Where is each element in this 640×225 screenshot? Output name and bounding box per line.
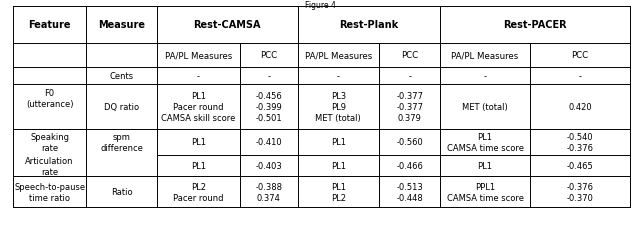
Text: spm
difference: spm difference (100, 133, 143, 152)
Text: PL1
CAMSA time score: PL1 CAMSA time score (447, 133, 524, 152)
Text: -0.388
0.374: -0.388 0.374 (255, 182, 282, 202)
Text: -0.377
-0.377
0.379: -0.377 -0.377 0.379 (396, 92, 423, 122)
Text: PL1: PL1 (331, 138, 346, 147)
Text: PA/PL Measures: PA/PL Measures (451, 51, 519, 60)
Text: DQ ratio: DQ ratio (104, 102, 139, 111)
Text: PL2
Pacer round: PL2 Pacer round (173, 182, 223, 202)
Text: Feature: Feature (28, 20, 71, 30)
Text: -: - (268, 72, 270, 80)
Text: -0.465: -0.465 (567, 162, 593, 170)
Text: Ratio: Ratio (111, 187, 132, 196)
Text: -0.456
-0.399
-0.501: -0.456 -0.399 -0.501 (255, 92, 282, 122)
Text: PL3
PL9
MET (total): PL3 PL9 MET (total) (316, 92, 361, 122)
Text: Rest-Plank: Rest-Plank (339, 20, 399, 30)
Text: Rest-CAMSA: Rest-CAMSA (193, 20, 261, 30)
Text: PL1
Pacer round
CAMSA skill score: PL1 Pacer round CAMSA skill score (161, 92, 236, 122)
Text: PPL1
CAMSA time score: PPL1 CAMSA time score (447, 182, 524, 202)
Text: -: - (484, 72, 486, 80)
Text: -0.376
-0.370: -0.376 -0.370 (566, 182, 594, 202)
Text: Articulation
rate: Articulation rate (26, 156, 74, 176)
Text: PA/PL Measures: PA/PL Measures (305, 51, 372, 60)
Text: PA/PL Measures: PA/PL Measures (164, 51, 232, 60)
Text: Speech-to-pause
time ratio: Speech-to-pause time ratio (14, 182, 85, 202)
Text: -: - (579, 72, 582, 80)
Text: -0.540
-0.376: -0.540 -0.376 (566, 133, 594, 152)
Text: 0.420: 0.420 (568, 102, 592, 111)
Text: MET (total): MET (total) (462, 102, 508, 111)
Text: Rest-PACER: Rest-PACER (504, 20, 567, 30)
Text: Figure 4: Figure 4 (305, 1, 335, 10)
Text: Measure: Measure (98, 20, 145, 30)
Text: -: - (197, 72, 200, 80)
Text: PL1: PL1 (477, 162, 493, 170)
Text: PCC: PCC (260, 51, 277, 60)
Text: -0.560: -0.560 (396, 138, 423, 147)
Text: PL1: PL1 (191, 138, 206, 147)
Text: Cents: Cents (109, 72, 134, 80)
Text: PL1: PL1 (191, 162, 206, 170)
Text: PCC: PCC (401, 51, 418, 60)
Text: Speaking
rate: Speaking rate (30, 133, 69, 152)
Text: PL1
PL2: PL1 PL2 (331, 182, 346, 202)
Text: -: - (337, 72, 340, 80)
Text: -0.410: -0.410 (255, 138, 282, 147)
Text: -0.513
-0.448: -0.513 -0.448 (396, 182, 423, 202)
Text: -0.403: -0.403 (255, 162, 282, 170)
Text: -0.466: -0.466 (396, 162, 423, 170)
Text: F0
(utterance): F0 (utterance) (26, 89, 74, 108)
Text: PL1: PL1 (331, 162, 346, 170)
Text: PCC: PCC (572, 51, 589, 60)
Text: -: - (408, 72, 411, 80)
